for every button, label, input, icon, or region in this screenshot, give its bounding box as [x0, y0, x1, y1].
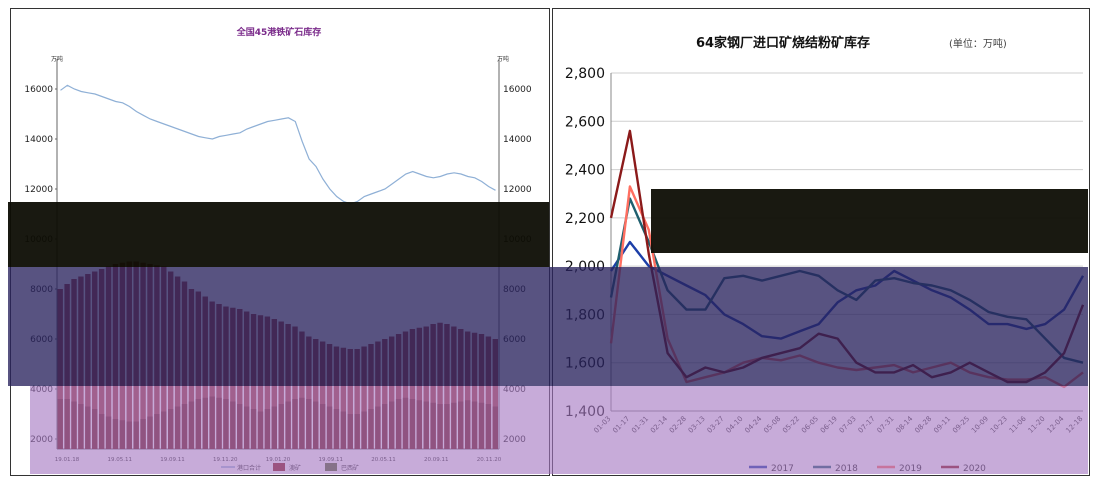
black-band-right — [651, 189, 1088, 253]
y-tick-label: 12000 — [24, 185, 53, 195]
y-tick-label: 2,200 — [565, 211, 605, 227]
chart-title-2: 64家钢厂进口矿烧结粉矿库存 — [696, 35, 870, 51]
port-total-line — [60, 84, 496, 205]
right-unit: 万吨 — [497, 55, 509, 63]
right-tick-label: 12000 — [503, 185, 532, 195]
y-tick-label: 14000 — [24, 135, 53, 145]
y-tick-label: 2,600 — [565, 114, 605, 130]
right-tick-label: 16000 — [503, 85, 532, 95]
y-tick-label: 2,800 — [565, 66, 605, 82]
y-tick-label: 16000 — [24, 85, 53, 95]
purple-band — [30, 386, 1088, 474]
y-tick-label: 2,400 — [565, 163, 605, 179]
black-band — [8, 202, 549, 267]
right-tick-label: 14000 — [503, 135, 532, 145]
unit-note: (单位：万吨) — [949, 37, 1007, 50]
chart-title: 全国45港铁矿石库存 — [236, 26, 322, 38]
navy-band — [8, 267, 1088, 386]
